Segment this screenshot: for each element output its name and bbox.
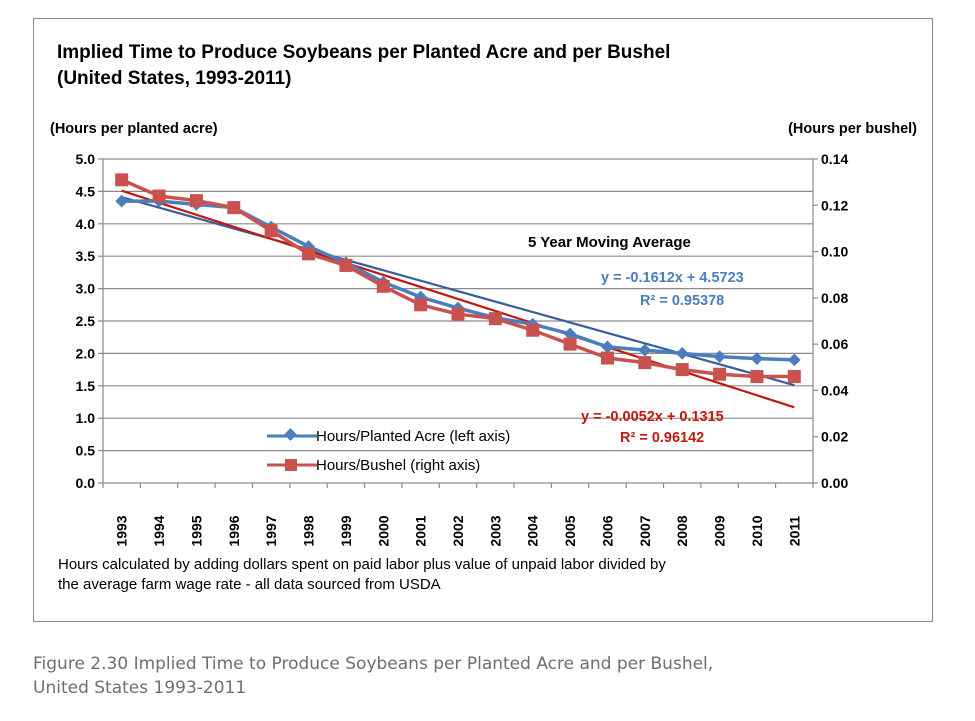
x-tick-label: 2011 bbox=[786, 516, 802, 547]
x-tick-label: 2004 bbox=[525, 515, 541, 546]
left-tick-label: 1.0 bbox=[76, 410, 96, 426]
red-trend-r2: R² = 0.96142 bbox=[620, 430, 704, 446]
point-acre bbox=[787, 353, 801, 367]
right-tick-label: 0.08 bbox=[821, 290, 848, 306]
footnote-line1: Hours calculated by adding dollars spent… bbox=[58, 556, 666, 573]
point-bushel bbox=[526, 323, 540, 337]
point-bushel bbox=[675, 363, 689, 377]
trendline-left bbox=[121, 196, 795, 387]
right-tick-label: 0.14 bbox=[821, 151, 848, 167]
point-bushel bbox=[451, 307, 465, 321]
x-tick-label: 1998 bbox=[301, 515, 317, 546]
legend-label-acre: Hours/Planted Acre (left axis) bbox=[316, 428, 510, 445]
point-acre bbox=[750, 352, 764, 365]
x-tick-label: 1999 bbox=[338, 515, 354, 546]
right-tick-label: 0.10 bbox=[821, 244, 848, 260]
chart-frame bbox=[33, 18, 933, 622]
left-axis-ticks: 0.0 0.5 1.0 1.5 2.0 2.5 3.0 3.5 4.0 4.5 5.0 bbox=[76, 151, 103, 491]
right-tick-label: 0.12 bbox=[821, 197, 848, 213]
x-tick-label: 2009 bbox=[712, 515, 728, 546]
caption-line2: United States 1993-2011 bbox=[33, 678, 247, 698]
left-tick-label: 4.0 bbox=[76, 216, 96, 232]
x-tick-label: 2000 bbox=[375, 515, 391, 546]
right-axis-unit: (Hours per bushel) bbox=[788, 121, 917, 137]
figure-caption: Figure 2.30 Implied Time to Produce Soyb… bbox=[33, 652, 933, 700]
x-tick-label: 1997 bbox=[263, 515, 279, 546]
legend-marker-bushel bbox=[285, 459, 297, 471]
footnote-line2: the average farm wage rate - all data so… bbox=[58, 576, 441, 593]
point-bushel bbox=[264, 224, 278, 238]
left-tick-label: 4.5 bbox=[76, 183, 96, 199]
x-tick-label: 2002 bbox=[450, 515, 466, 546]
right-axis-ticks: 0.00 0.02 0.04 0.06 0.08 0.10 0.12 0.14 bbox=[813, 151, 848, 491]
legend: Hours/Planted Acre (left axis) Hours/Bus… bbox=[267, 428, 510, 474]
point-acre bbox=[601, 340, 614, 354]
x-tick-label: 1995 bbox=[188, 515, 204, 546]
left-tick-label: 2.5 bbox=[76, 313, 96, 329]
x-tick-label: 2010 bbox=[749, 515, 765, 546]
point-acre bbox=[675, 347, 689, 360]
left-axis-unit: (Hours per planted acre) bbox=[50, 121, 218, 137]
point-bushel bbox=[600, 351, 614, 365]
blue-trend-r2: R² = 0.95378 bbox=[640, 293, 724, 309]
left-tick-label: 0.5 bbox=[76, 443, 96, 459]
red-trend-equation: y = -0.0052x + 0.1315 bbox=[581, 409, 724, 425]
x-tick-label: 2005 bbox=[562, 515, 578, 546]
point-bushel bbox=[787, 370, 801, 384]
x-axis-ticks: 1993 1994 1995 1996 1997 1998 1999 2000 2001 2002… bbox=[102, 483, 814, 547]
point-bushel bbox=[152, 189, 166, 203]
left-tick-label: 5.0 bbox=[76, 151, 96, 167]
x-tick-label: 2008 bbox=[674, 515, 690, 546]
right-tick-label: 0.06 bbox=[821, 336, 848, 352]
x-tick-label: 1996 bbox=[226, 515, 242, 546]
right-tick-label: 0.02 bbox=[821, 429, 848, 445]
x-tick-label: 1994 bbox=[151, 515, 167, 546]
chart-title-line2: (United States, 1993-2011) bbox=[57, 68, 291, 89]
x-tick-label: 2006 bbox=[599, 515, 615, 546]
blue-trend-equation: y = -0.1612x + 4.5723 bbox=[601, 270, 744, 286]
left-tick-label: 1.5 bbox=[76, 378, 96, 394]
point-acre bbox=[115, 194, 129, 208]
point-bushel bbox=[750, 370, 764, 384]
point-bushel bbox=[115, 173, 129, 187]
x-tick-label: 2001 bbox=[413, 515, 429, 546]
caption-line1: Figure 2.30 Implied Time to Produce Soyb… bbox=[33, 654, 714, 674]
point-bushel bbox=[638, 356, 652, 370]
point-bushel bbox=[488, 312, 502, 326]
point-bushel bbox=[227, 201, 241, 215]
left-tick-label: 3.0 bbox=[76, 281, 96, 297]
point-bushel bbox=[563, 337, 577, 351]
right-tick-label: 0.00 bbox=[821, 475, 848, 491]
right-tick-label: 0.04 bbox=[821, 382, 848, 398]
legend-label-bushel: Hours/Bushel (right axis) bbox=[316, 457, 480, 474]
left-tick-label: 2.0 bbox=[76, 345, 96, 361]
point-acre bbox=[713, 350, 726, 364]
point-bushel bbox=[302, 247, 316, 261]
point-bushel bbox=[189, 194, 203, 208]
point-bushel bbox=[414, 298, 428, 312]
moving-average-label: 5 Year Moving Average bbox=[528, 234, 691, 251]
legend-marker-acre bbox=[284, 428, 297, 441]
left-tick-label: 3.5 bbox=[76, 248, 96, 264]
chart-title-line1: Implied Time to Produce Soybeans per Pla… bbox=[57, 42, 670, 63]
left-tick-label: 0.0 bbox=[76, 475, 96, 491]
x-tick-label: 2003 bbox=[487, 515, 503, 546]
x-tick-label: 1993 bbox=[114, 515, 130, 546]
point-bushel bbox=[713, 367, 727, 381]
point-bushel bbox=[339, 258, 353, 272]
x-tick-label: 2007 bbox=[637, 515, 653, 546]
point-bushel bbox=[376, 279, 390, 293]
